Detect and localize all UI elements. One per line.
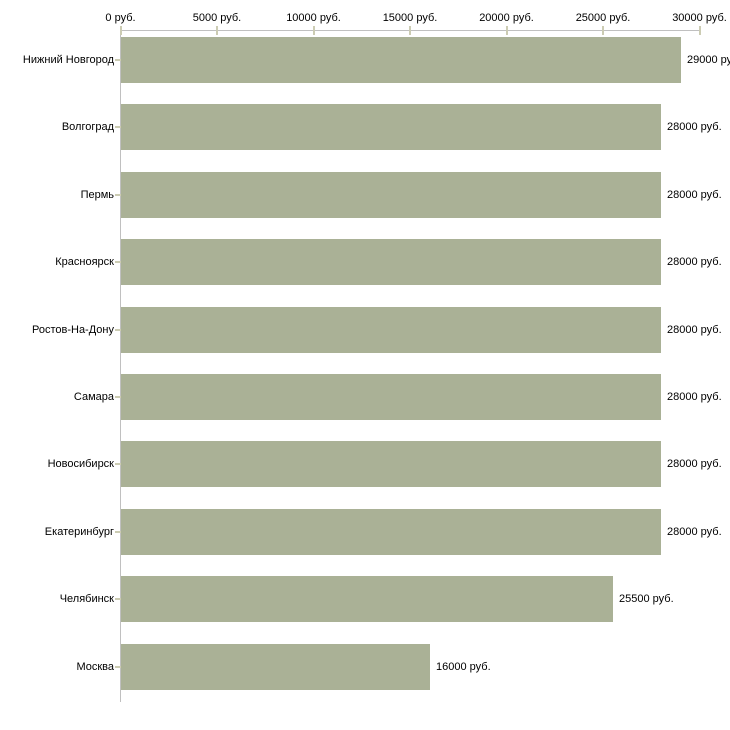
x-axis-tick-label: 30000 руб. [672, 12, 727, 24]
x-axis-tick [698, 26, 701, 35]
y-axis-tick [115, 463, 121, 466]
bar [121, 37, 681, 83]
bar [121, 374, 661, 420]
category-label: Самара [73, 391, 114, 403]
x-axis-tick-label: 15000 руб. [382, 12, 438, 24]
bar [121, 576, 613, 623]
y-axis-tick [115, 59, 121, 61]
category-label: Волгоград [61, 121, 114, 134]
value-label: 29000 руб. [687, 54, 730, 66]
category-label: Москва [76, 660, 114, 673]
bar [121, 306, 661, 353]
x-axis-tick [602, 26, 604, 35]
y-axis-tick [115, 261, 121, 264]
bar [121, 104, 661, 151]
bar [121, 441, 661, 488]
value-label: 28000 руб. [667, 323, 722, 336]
bar [121, 508, 661, 555]
value-label: 25500 руб. [619, 593, 674, 606]
value-label: 28000 руб. [667, 391, 722, 403]
x-axis-tick [409, 26, 411, 35]
y-axis-tick [115, 126, 121, 129]
bar [121, 171, 661, 218]
value-label: 28000 руб. [667, 458, 722, 471]
category-label: Екатеринбург [44, 525, 114, 538]
value-label: 28000 руб. [667, 525, 722, 538]
value-label: 28000 руб. [667, 188, 722, 201]
category-label: Ростов-На-Дону [31, 323, 114, 336]
category-label: Красноярск [55, 256, 114, 269]
y-axis-tick [115, 598, 121, 601]
y-axis-tick [115, 193, 121, 196]
x-axis-tick-label: 25000 руб. [575, 12, 631, 24]
x-axis-tick-label: 20000 руб. [479, 12, 534, 24]
bar [121, 643, 430, 690]
x-axis-tick-label: 5000 руб. [192, 12, 242, 24]
value-label: 28000 руб. [667, 256, 722, 269]
y-axis-tick [115, 328, 121, 331]
x-axis-tick-label: 0 руб. [105, 12, 136, 24]
category-label: Пермь [80, 188, 114, 201]
value-label: 28000 руб. [667, 121, 722, 134]
y-axis-line [120, 30, 121, 702]
y-axis-tick [115, 396, 121, 398]
category-label: Новосибирск [47, 458, 114, 471]
x-axis-tick [216, 26, 218, 35]
x-axis-tick [312, 26, 315, 35]
category-label: Нижний Новгород [22, 54, 114, 66]
x-axis-tick [119, 26, 122, 35]
value-label: 16000 руб. [436, 660, 491, 673]
category-label: Челябинск [59, 593, 114, 606]
y-axis-tick [115, 665, 121, 668]
bar [121, 239, 661, 286]
x-axis-tick [505, 26, 508, 35]
x-axis-tick-label: 10000 руб. [286, 12, 341, 24]
y-axis-tick [115, 530, 121, 533]
